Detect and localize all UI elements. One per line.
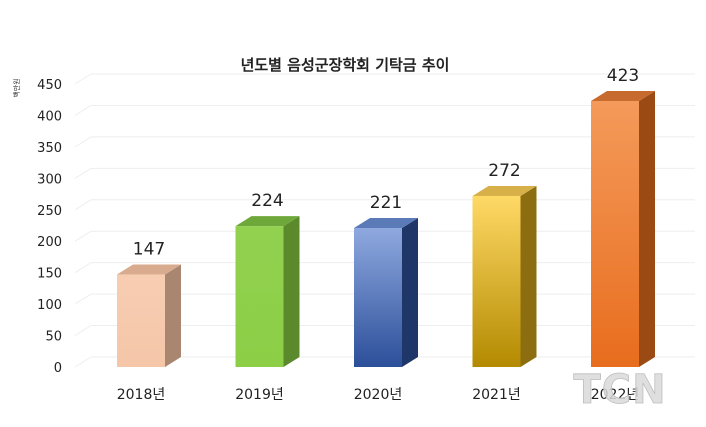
bar-top <box>235 216 300 227</box>
gridline-depth <box>74 230 92 242</box>
x-tick-label: 2022년 <box>591 387 640 403</box>
x-tick-label: 2021년 <box>472 387 521 403</box>
gridline-depth <box>74 262 92 274</box>
watermark-logo: TCN <box>573 367 666 413</box>
x-tick-label: 2019년 <box>235 387 284 403</box>
bar-top <box>472 185 537 196</box>
gridline-depth <box>74 293 92 305</box>
gridline-depth <box>74 356 92 368</box>
bar-2021년 <box>472 195 521 367</box>
bar-2018년 <box>117 274 165 367</box>
bar-side <box>165 264 181 367</box>
bar-2019년 <box>235 226 284 367</box>
gridline-depth <box>74 167 92 179</box>
data-label: 423 <box>607 66 639 86</box>
y-axis-ticks: 0 50 100 150 200 250 300 350 400 450 <box>37 78 62 376</box>
gridline-depth <box>74 325 92 336</box>
bars <box>117 90 655 367</box>
bar-2022년 <box>591 100 639 367</box>
y-tick-label: 300 <box>37 172 62 187</box>
data-labels: 147 224 221 272 423 <box>133 66 639 260</box>
data-label: 272 <box>488 161 520 181</box>
gridline-depth <box>74 73 92 85</box>
data-label: 221 <box>370 193 402 213</box>
bar-side <box>283 216 300 367</box>
y-tick-label: 150 <box>37 267 62 282</box>
bar-top <box>591 90 655 101</box>
y-tick-label: 100 <box>37 298 62 313</box>
bar-side <box>639 90 655 367</box>
y-tick-label: 400 <box>37 109 62 124</box>
data-label: 147 <box>133 240 165 260</box>
gridline-depth <box>74 136 92 148</box>
y-tick-label: 200 <box>37 235 62 250</box>
y-tick-label: 250 <box>37 204 62 219</box>
x-tick-label: 2018년 <box>117 387 166 403</box>
y-tick-label: 350 <box>37 141 62 156</box>
y-tick-label: 50 <box>45 330 62 345</box>
bar-side <box>402 218 418 367</box>
data-label: 224 <box>251 191 283 211</box>
y-tick-label: 0 <box>54 361 62 376</box>
gridline-depth <box>74 105 92 116</box>
bar-2020년 <box>354 228 402 367</box>
bar-side <box>520 185 537 367</box>
y-tick-label: 450 <box>37 78 62 93</box>
x-axis-ticks: 2018년 2019년 2020년 2021년 2022년 <box>117 387 640 403</box>
chart-title: 년도별 음성군장학회 기탁금 추이 <box>241 56 450 74</box>
bar-top <box>117 264 181 275</box>
gridline-depth <box>74 199 92 211</box>
bar-top <box>354 218 418 229</box>
y-axis-label: 백만원 <box>12 78 21 97</box>
x-tick-label: 2020년 <box>354 387 403 403</box>
